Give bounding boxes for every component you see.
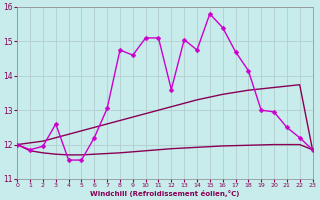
X-axis label: Windchill (Refroidissement éolien,°C): Windchill (Refroidissement éolien,°C) [90, 190, 240, 197]
